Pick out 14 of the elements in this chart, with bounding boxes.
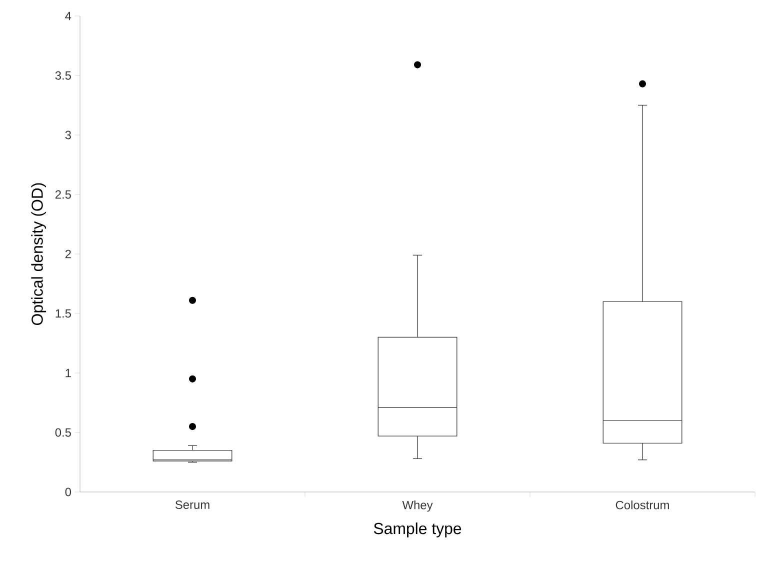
y-tick-label: 0: [65, 488, 72, 496]
y-tick-label: 0.5: [55, 428, 71, 437]
y-tick-label: 3: [65, 130, 71, 140]
y-tick-label: 2.5: [55, 190, 71, 199]
x-tick-label: Colostrum: [616, 500, 669, 510]
y-tick-label: 3.5: [55, 71, 71, 80]
y-tick-label: 1: [66, 368, 71, 378]
x-tick-label: Serum: [175, 500, 210, 509]
y-tick-label: 2: [65, 250, 71, 258]
x-tick-label: Whey: [402, 500, 433, 512]
y-axis-title: Optical density (OD): [31, 183, 46, 325]
y-tick-label: 1.5: [56, 309, 71, 318]
y-tick-label: 4: [65, 12, 72, 20]
x-axis-title: Sample type: [374, 522, 462, 538]
